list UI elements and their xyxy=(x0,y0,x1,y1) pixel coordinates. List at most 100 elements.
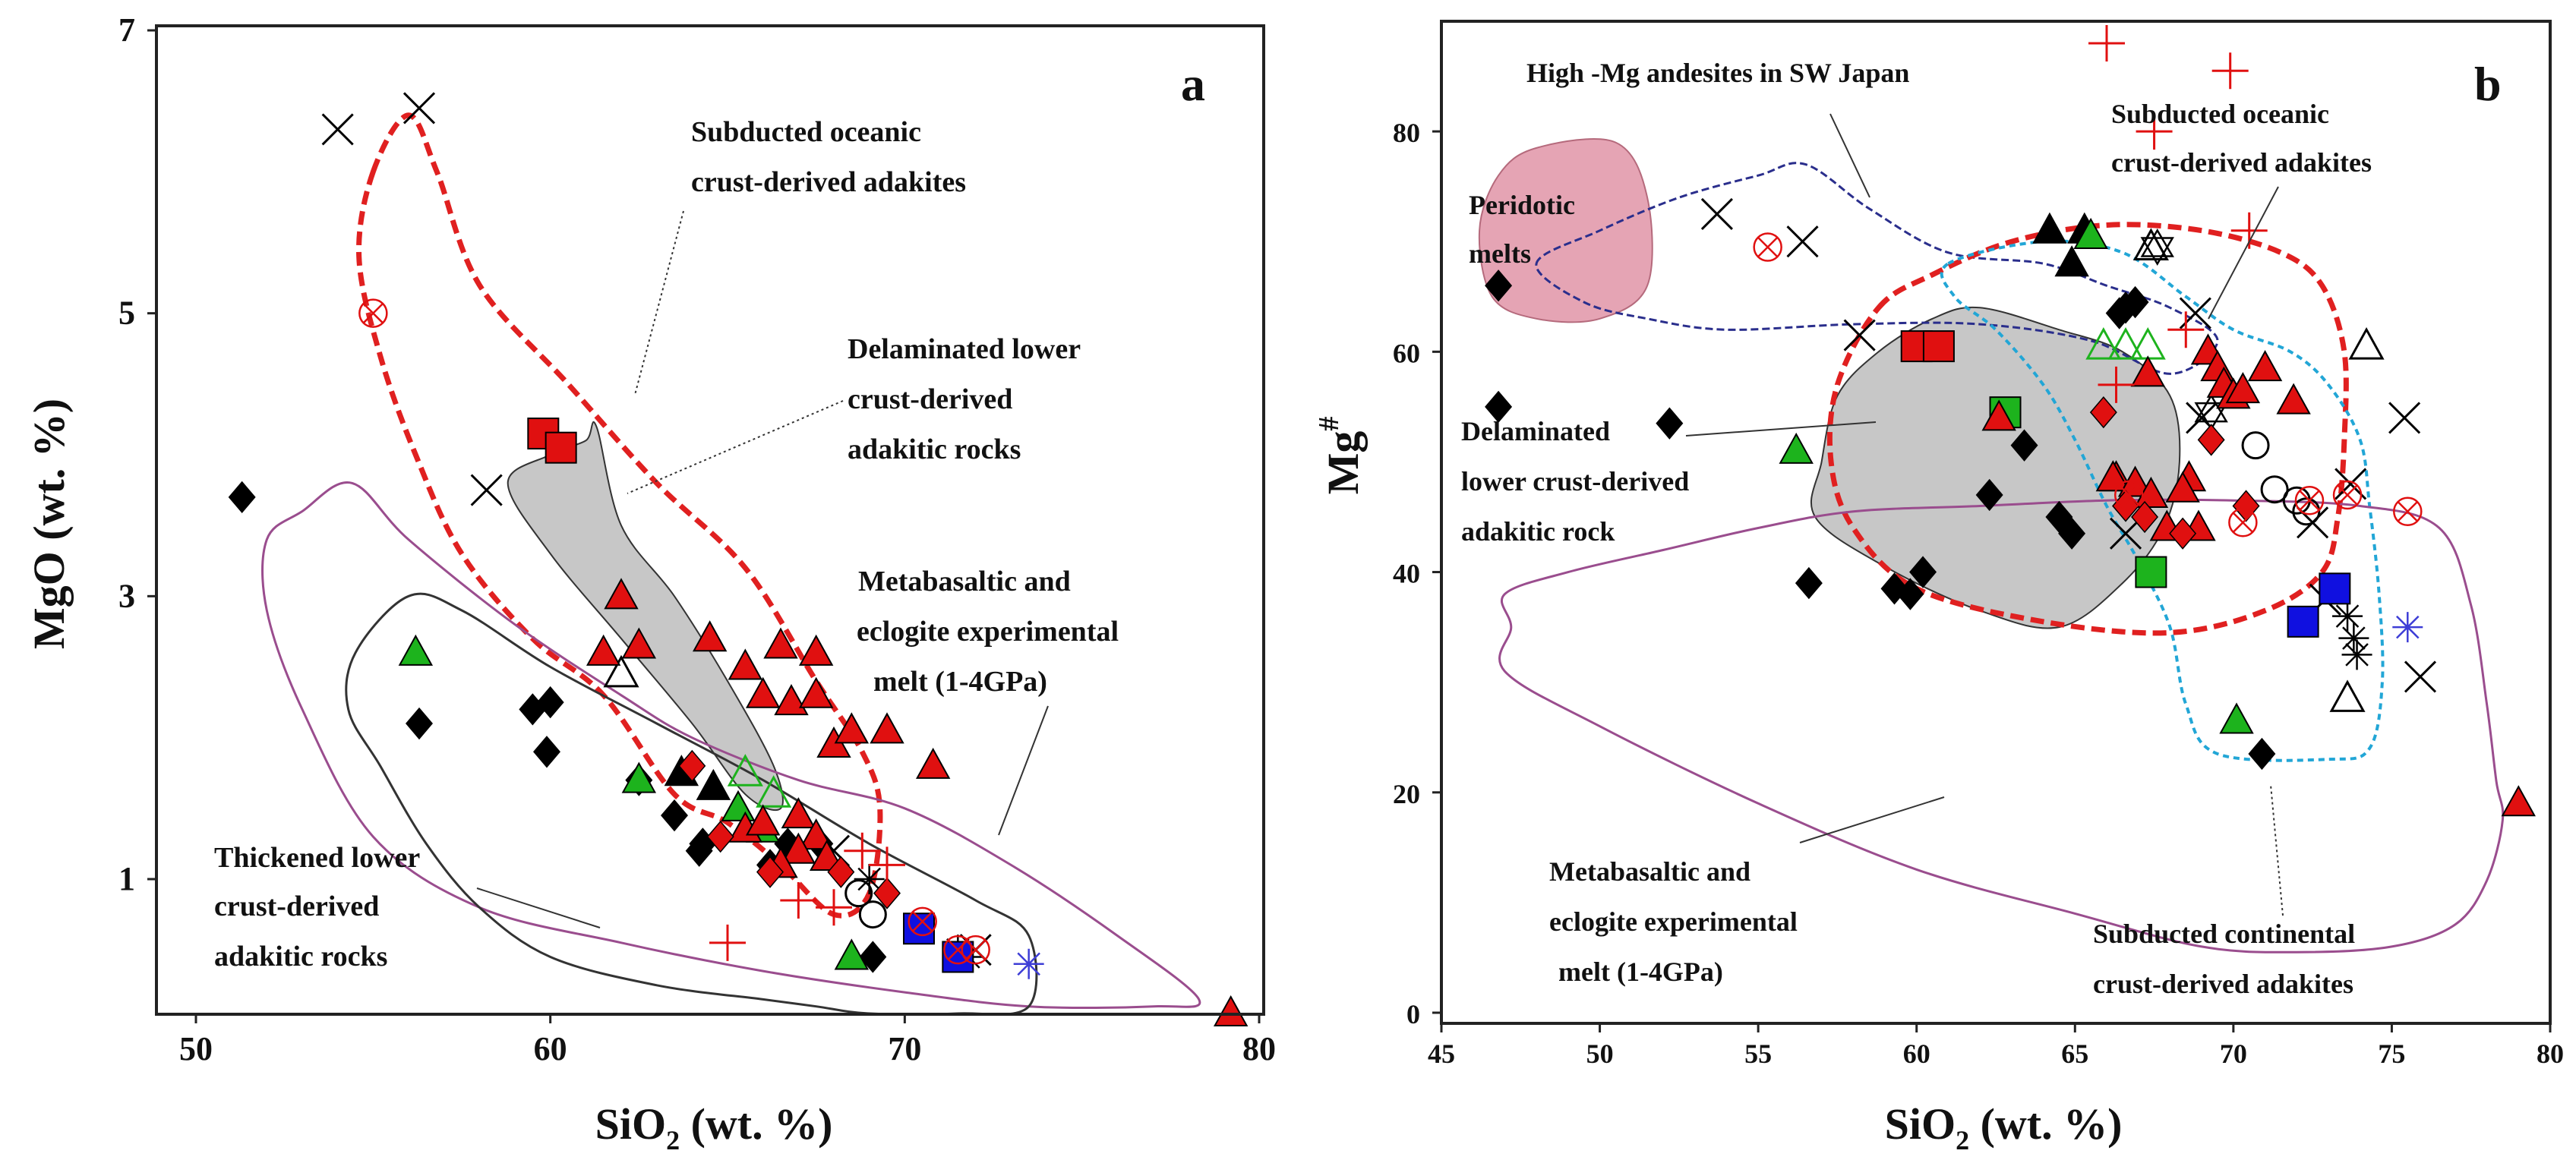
x-tick-label-b: 60 xyxy=(1903,1039,1930,1069)
point-black-diamond-b xyxy=(2045,500,2073,534)
y-tick-label-a: 3 xyxy=(118,577,135,614)
leader-oceanic-a xyxy=(634,210,684,396)
point-red-triangle-a xyxy=(728,648,763,680)
leader-delaminated-b xyxy=(1685,421,1877,437)
point-black-star-b xyxy=(2341,639,2372,670)
point-red-circled-cross-b xyxy=(2393,496,2423,526)
point-green-triangle-a xyxy=(398,634,434,666)
point-red-circled-cross-a xyxy=(961,935,990,965)
point-red-diamond-b xyxy=(2197,424,2225,456)
point-black-x-cross-a xyxy=(470,474,503,506)
point-red-triangle-a xyxy=(692,620,728,652)
point-red-triangle-b xyxy=(2247,350,2283,382)
point-red-square-b xyxy=(1922,330,1955,363)
point-red-triangle-b xyxy=(2276,383,2311,415)
point-black-diamond-b xyxy=(1485,270,1513,302)
point-black-diamond-b xyxy=(1656,407,1684,440)
point-red-diamond-b xyxy=(2169,517,2197,550)
point-red-plus-b xyxy=(2167,311,2205,348)
annotation-peridotic-b-2: melts xyxy=(1469,238,1531,269)
point-red-circled-cross-b xyxy=(1753,232,1782,262)
point-black-open-circle-a xyxy=(858,900,887,929)
point-red-triangle-a xyxy=(763,627,798,659)
point-black-diamond-b xyxy=(1795,566,1823,600)
point-black-diamond-a xyxy=(533,736,560,768)
point-green-triangle-b xyxy=(2219,702,2254,734)
point-red-circled-cross-b xyxy=(2332,480,2363,510)
point-green-triangle-b xyxy=(2073,217,2108,249)
panel-letter-b: b xyxy=(2474,57,2502,111)
point-red-triangle-a xyxy=(809,839,844,872)
marks-a xyxy=(228,92,1249,1027)
point-red-plus-b xyxy=(2098,366,2135,403)
leader-continental-b xyxy=(2270,784,2284,916)
x-tick-label-b: 80 xyxy=(2537,1039,2564,1069)
point-red-triangle-b xyxy=(1981,399,2016,431)
leader-thickened-a xyxy=(476,887,601,928)
point-red-diamond-a xyxy=(827,856,855,888)
fields-b xyxy=(1478,138,2505,954)
point-black-diamond-b xyxy=(2058,517,2086,550)
point-blue-square-b xyxy=(2287,605,2319,638)
point-red-diamond-b xyxy=(2131,500,2159,534)
annotation-oceanic-a-2: crust-derived adakites xyxy=(691,166,966,198)
point-red-triangle-a xyxy=(870,712,904,744)
annotation-peridotic-b-1: Peridotic xyxy=(1469,190,1575,220)
annotation-oceanic-b-1: Subducted oceanic xyxy=(2111,99,2329,129)
y-tick-label-a: 7 xyxy=(118,11,135,49)
x-tick-label-b: 45 xyxy=(1428,1039,1455,1069)
point-red-triangle-a xyxy=(586,634,621,666)
annotation-metabasaltic-a-3: melt (1-4GPa) xyxy=(873,666,1047,698)
field-metabasaltic-and-eclogite-experimental-melt-1-4gpa-a xyxy=(261,481,1201,1009)
y-tick-label-a: 1 xyxy=(118,860,135,897)
ticks-a: 50 60 70 80 1 3 5 7 xyxy=(118,11,1276,1067)
point-blue-square-b xyxy=(2319,572,2351,605)
leader-metabasaltic-b xyxy=(1799,796,1945,843)
fields-a xyxy=(261,112,1201,1016)
point-red-plus-a xyxy=(816,889,852,926)
point-black-open-triangle-a xyxy=(603,654,639,688)
annotation-metabasaltic-b-3: melt (1-4GPa) xyxy=(1558,957,1723,987)
annotation-delaminated-a-2: crust-derived xyxy=(848,383,1012,415)
point-red-diamond-a xyxy=(756,856,784,888)
point-black-x-cross-b xyxy=(2109,517,2142,550)
point-red-circled-cross-b xyxy=(2294,485,2325,515)
point-blue-star-a xyxy=(1013,948,1044,979)
x-tick-label-b: 70 xyxy=(2220,1039,2247,1069)
annotation-highmg-b: High -Mg andesites in SW Japan xyxy=(1526,58,1909,88)
point-red-triangle-a xyxy=(781,797,816,829)
x-tick-label-a: 50 xyxy=(179,1030,213,1067)
point-green-triangle-a xyxy=(834,938,870,970)
annotation-delaminated-a-3: adakitic rocks xyxy=(848,433,1021,465)
point-black-x-cross-b xyxy=(1843,319,1876,351)
point-black-diamond-b xyxy=(2248,737,2276,771)
point-black-diamond-a xyxy=(661,799,688,832)
annotation-oceanic-b-2: crust-derived adakites xyxy=(2111,147,2372,178)
point-red-triangle-a xyxy=(604,578,639,610)
point-black-x-cross-a xyxy=(402,92,436,125)
point-red-circled-cross-a xyxy=(358,298,388,328)
point-red-diamond-b xyxy=(2089,396,2117,429)
point-blue-star-b xyxy=(2392,612,2423,643)
point-red-triangle-a xyxy=(1213,995,1249,1027)
panel-b: 45 50 55 60 65 70 75 80 0 20 40 60 80 b SiO2 (wt. %)… xyxy=(1313,20,2564,1155)
point-black-triangle-b xyxy=(2032,212,2067,244)
point-red-plus-b xyxy=(2211,52,2249,90)
annotation-delaminated-b-1: Delaminated xyxy=(1461,416,1610,446)
point-black-diamond-a xyxy=(859,941,887,973)
point-black-diamond-a xyxy=(228,481,256,514)
leader-metabasaltic-a xyxy=(998,705,1049,836)
y-tick-label-b: 60 xyxy=(1393,338,1420,368)
field-subducted-continental-crust-derived-adakites-b xyxy=(1940,239,2385,762)
y-tick-label-a: 5 xyxy=(118,295,135,332)
y-tick-label-b: 40 xyxy=(1393,559,1420,589)
point-red-plus-b xyxy=(2088,25,2125,62)
annotation-thickened-a-1: Thickened lower xyxy=(214,842,420,874)
point-black-x-cross-b xyxy=(1786,225,1819,258)
plot-frame-b xyxy=(1440,20,2552,1025)
point-red-triangle-b xyxy=(2501,785,2536,817)
annotation-metabasaltic-a-2: eclogite experimental xyxy=(857,616,1119,648)
annotation-thickened-a-2: crust-derived xyxy=(214,890,379,922)
point-red-circled-cross-a xyxy=(908,906,937,937)
